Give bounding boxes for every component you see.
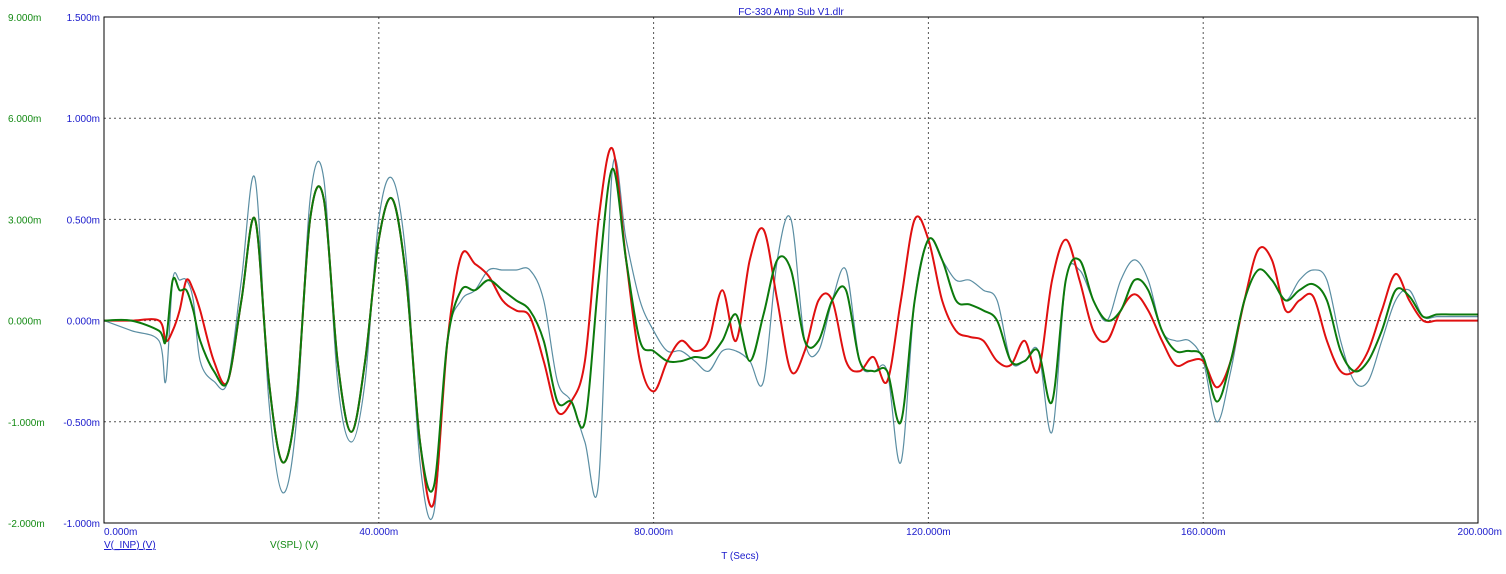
- x-tick-label: 0.000m: [104, 527, 137, 538]
- y-tick-inner: 0.500m: [67, 215, 100, 226]
- y-ticks-inner: -1.000m -0.500m 0.000m 0.500m 1.000m 1.500m: [63, 13, 100, 530]
- grid: [104, 17, 1478, 523]
- y-tick-outer: 6.000m: [8, 114, 41, 125]
- y-tick-outer: 0.000m: [8, 317, 41, 328]
- y-tick-outer: -2.000m: [8, 519, 45, 530]
- y-tick-inner: 1.000m: [67, 114, 100, 125]
- x-axis-label: T (Secs): [721, 551, 759, 562]
- y-tick-outer: -1.000m: [8, 418, 45, 429]
- x-ticks: 0.000m 40.000m 80.000m 120.000m 160.000m 200.…: [104, 527, 1502, 538]
- x-tick-label: 120.000m: [906, 527, 950, 538]
- x-tick-label: 80.000m: [634, 527, 673, 538]
- x-tick-label: 40.000m: [359, 527, 398, 538]
- y-tick-inner: -1.000m: [63, 519, 100, 530]
- legend-spl: V(SPL) (V): [270, 540, 318, 551]
- y-ticks-outer: -2.000m -1.000m 0.000m 3.000m 6.000m 9.000m: [8, 13, 45, 530]
- y-tick-inner: 1.500m: [67, 13, 100, 24]
- y-tick-inner: -0.500m: [63, 418, 100, 429]
- y-tick-outer: 3.000m: [8, 215, 41, 226]
- series-group: [103, 146, 1478, 521]
- series-line-1: [103, 167, 1478, 493]
- y-tick-inner: 0.000m: [67, 317, 100, 328]
- y-tick-outer: 9.000m: [8, 13, 41, 24]
- plot-frame: [103, 16, 1479, 524]
- x-tick-label: 160.000m: [1181, 527, 1225, 538]
- x-tick-label: 200.000m: [1458, 527, 1502, 538]
- chart-title: FC-330 Amp Sub V1.dlr: [738, 7, 844, 18]
- legend-inp: V(_INP) (V): [104, 540, 156, 551]
